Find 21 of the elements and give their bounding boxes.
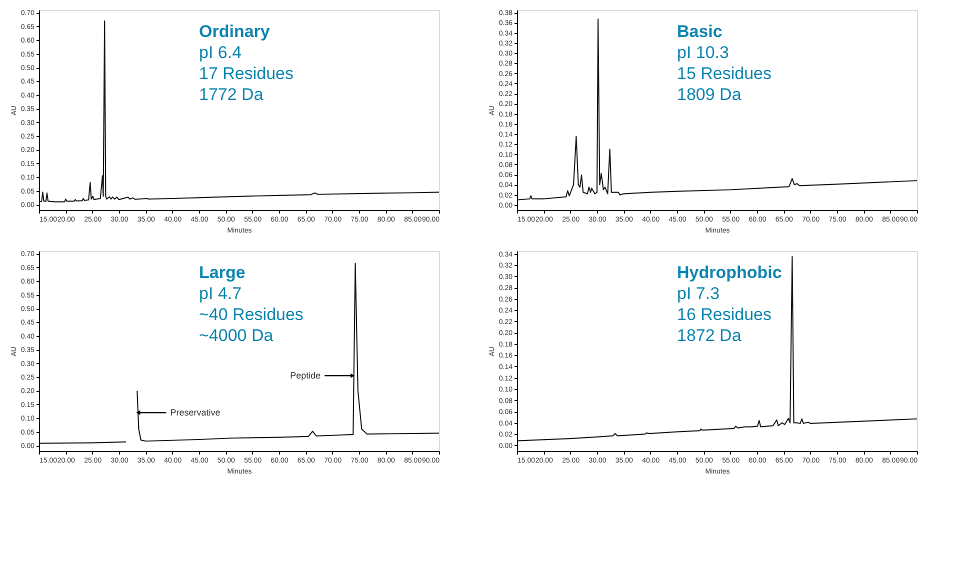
annotation: 1772 Da — [199, 85, 264, 104]
annotation: 1809 Da — [677, 85, 742, 104]
annotation: 17 Residues — [199, 64, 294, 83]
annotation: Large — [199, 263, 246, 282]
annotation: ~4000 Da — [199, 326, 274, 345]
annotation: Hydrophobic — [677, 263, 782, 282]
line-series — [516, 18, 918, 200]
annotation: 15 Residues — [677, 64, 772, 83]
annotation: ~40 Residues — [199, 305, 304, 324]
line-series — [516, 256, 918, 442]
annotation: pI 7.3 — [677, 284, 720, 303]
annotation: Basic — [677, 22, 722, 41]
annotation: pI 6.4 — [199, 43, 242, 62]
annotation: Peptide — [290, 370, 321, 381]
annotation: 1872 Da — [677, 326, 742, 345]
annotation: Ordinary — [199, 22, 270, 41]
annotation: pI 4.7 — [199, 284, 242, 303]
annotation: 16 Residues — [677, 305, 772, 324]
line-series — [38, 20, 440, 202]
annotation: pI 10.3 — [677, 43, 729, 62]
annotation: Preservative — [170, 408, 220, 418]
